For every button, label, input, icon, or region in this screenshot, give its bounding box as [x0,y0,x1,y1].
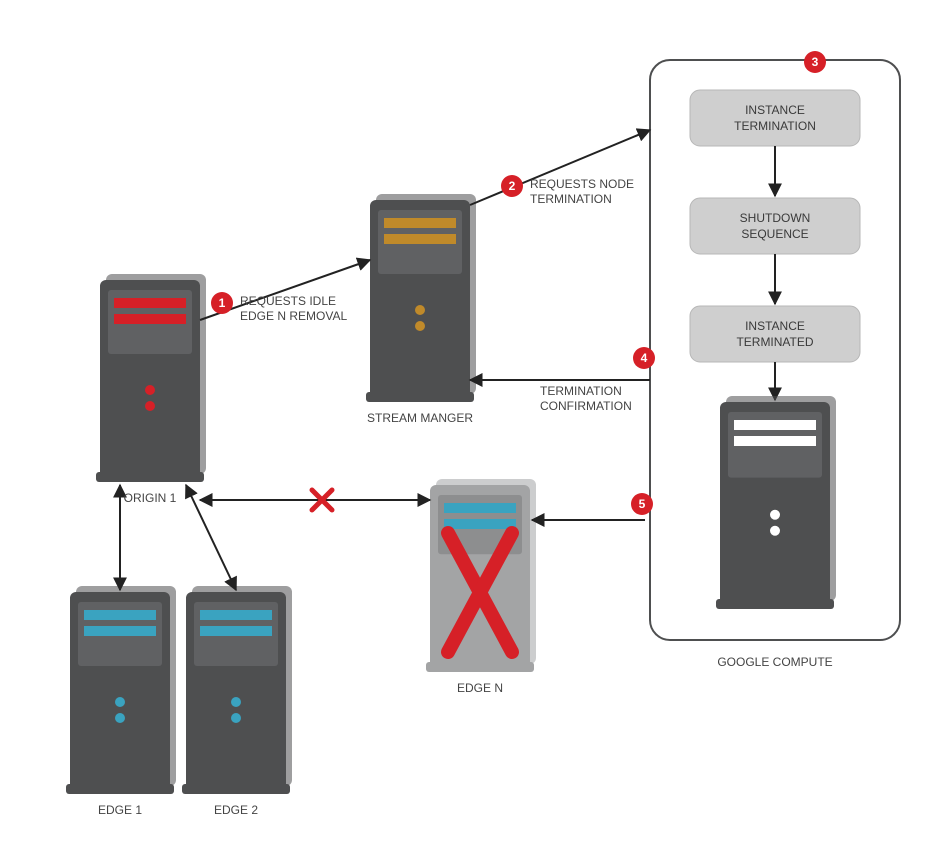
step-badge: 1 [211,292,233,314]
gc-step-label: SHUTDOWN [740,211,811,225]
entity-label: EDGE N [457,681,503,695]
step2-label: REQUESTS NODE [530,177,634,191]
server-stream_manager [366,194,476,402]
step-badge-number: 1 [219,296,226,310]
step2-label: TERMINATION [530,192,612,206]
server-edgeN [426,479,536,672]
diagram-canvas: INSTANCE TERMINATION SHUTDOWN SEQUENCE INSTA… [0,0,940,847]
gc-step-box: INSTANCE TERMINATION [690,90,860,146]
entity-label: ORIGIN 1 [124,491,177,505]
gc-step-label: INSTANCE [745,319,805,333]
step-badge: 5 [631,493,653,515]
gc-step-label: TERMINATION [734,119,816,133]
gc-step-box: INSTANCE TERMINATED [690,306,860,362]
entity-label: EDGE 2 [214,803,258,817]
step4-label: CONFIRMATION [540,399,632,413]
gc-step-label: INSTANCE [745,103,805,117]
gc-step-box: SHUTDOWN SEQUENCE [690,198,860,254]
step1-label: REQUESTS IDLE [240,294,336,308]
step-badge-number: 2 [509,179,516,193]
gc-step-label: SEQUENCE [741,227,808,241]
gc-step-label: TERMINATED [736,335,813,349]
server-edge2 [182,586,292,794]
entity-label: EDGE 1 [98,803,142,817]
step-badge-number: 4 [641,351,648,365]
server-gc_server [716,396,836,609]
entity-label: GOOGLE COMPUTE [717,655,832,669]
step-badge: 3 [804,51,826,73]
server-edge1 [66,586,176,794]
step4-label: TERMINATION [540,384,622,398]
step-badge: 2 [501,175,523,197]
step-badge-number: 3 [812,55,819,69]
entity-label: STREAM MANGER [367,411,473,425]
step-badge: 4 [633,347,655,369]
server-origin1 [96,274,206,482]
step-badge-number: 5 [639,497,646,511]
step1-label: EDGE N REMOVAL [240,309,347,323]
